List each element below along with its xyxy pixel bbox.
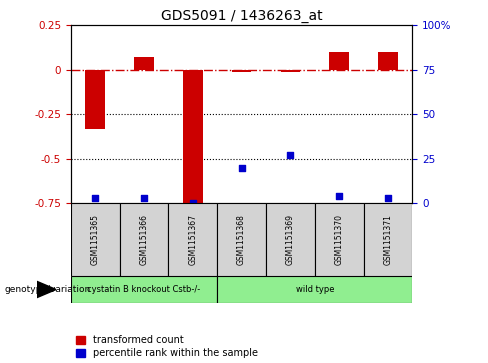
FancyBboxPatch shape bbox=[71, 276, 217, 303]
Text: GSM1151369: GSM1151369 bbox=[286, 214, 295, 265]
Text: cystatin B knockout Cstb-/-: cystatin B knockout Cstb-/- bbox=[87, 285, 201, 294]
FancyBboxPatch shape bbox=[168, 203, 217, 276]
Point bbox=[238, 165, 245, 171]
FancyBboxPatch shape bbox=[266, 203, 315, 276]
FancyBboxPatch shape bbox=[217, 276, 412, 303]
Text: GSM1151371: GSM1151371 bbox=[384, 214, 392, 265]
Text: GSM1151370: GSM1151370 bbox=[335, 214, 344, 265]
FancyBboxPatch shape bbox=[120, 203, 168, 276]
Bar bbox=[329, 52, 349, 70]
Bar bbox=[134, 57, 154, 70]
FancyBboxPatch shape bbox=[364, 203, 412, 276]
Point bbox=[140, 195, 148, 201]
Bar bbox=[183, 70, 203, 205]
Bar bbox=[378, 52, 398, 70]
Point bbox=[91, 195, 99, 201]
Bar bbox=[232, 70, 251, 72]
FancyBboxPatch shape bbox=[71, 203, 120, 276]
Text: GSM1151368: GSM1151368 bbox=[237, 214, 246, 265]
Text: genotype/variation: genotype/variation bbox=[5, 285, 91, 294]
Bar bbox=[85, 70, 105, 129]
Point bbox=[189, 200, 197, 206]
Point bbox=[384, 195, 392, 201]
Text: GSM1151367: GSM1151367 bbox=[188, 214, 197, 265]
Legend: transformed count, percentile rank within the sample: transformed count, percentile rank withi… bbox=[76, 335, 258, 358]
Text: GSM1151366: GSM1151366 bbox=[140, 214, 148, 265]
Title: GDS5091 / 1436263_at: GDS5091 / 1436263_at bbox=[161, 9, 323, 23]
FancyBboxPatch shape bbox=[217, 203, 266, 276]
Point bbox=[335, 193, 343, 199]
Point bbox=[286, 152, 294, 158]
Text: wild type: wild type bbox=[296, 285, 334, 294]
Bar bbox=[281, 70, 300, 72]
FancyBboxPatch shape bbox=[315, 203, 364, 276]
Polygon shape bbox=[37, 281, 56, 298]
Text: GSM1151365: GSM1151365 bbox=[91, 214, 100, 265]
